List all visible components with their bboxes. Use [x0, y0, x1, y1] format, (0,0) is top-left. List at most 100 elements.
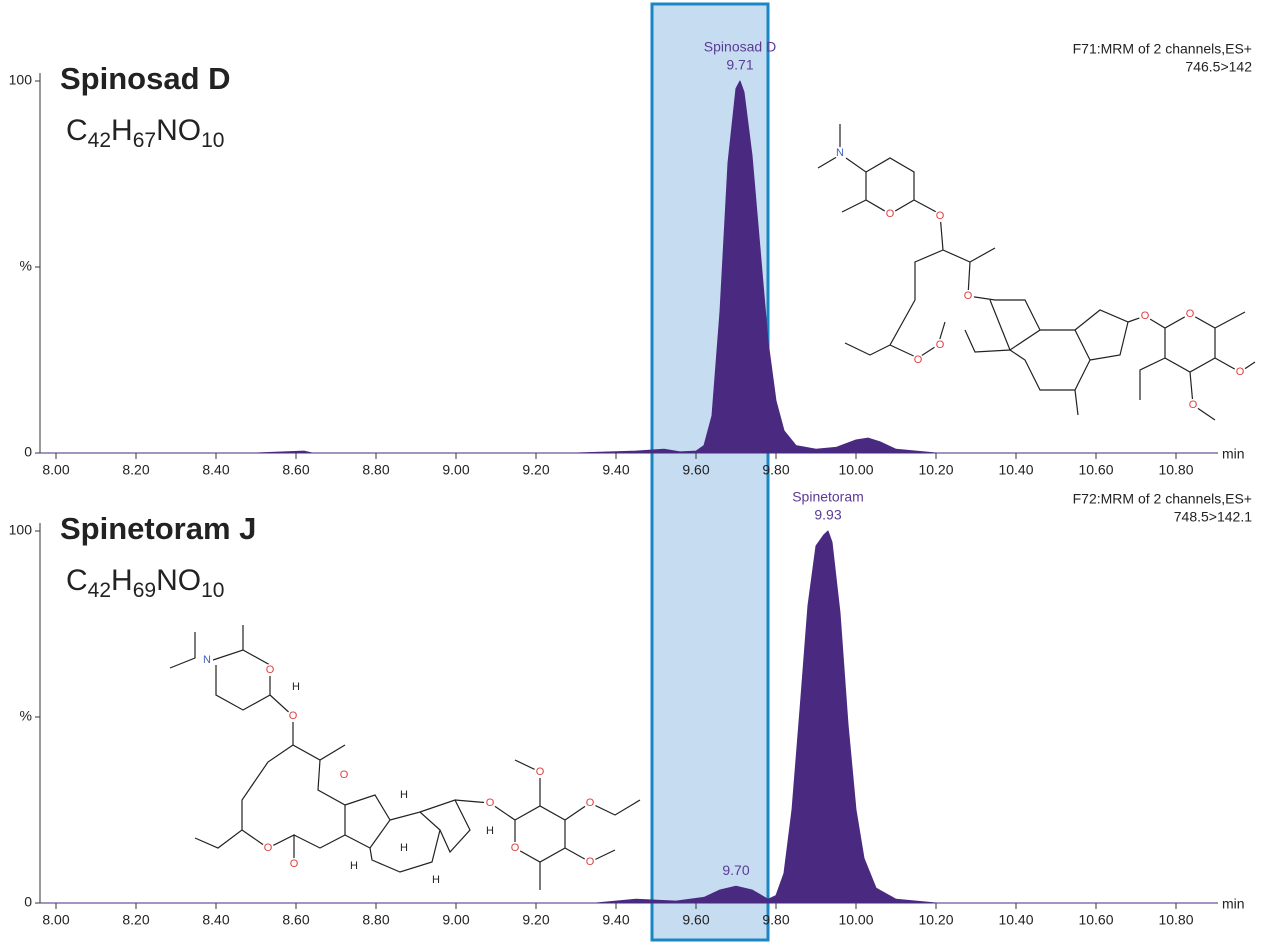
formula-part: C — [66, 564, 88, 597]
peak-rt: 9.71 — [726, 57, 753, 73]
x-tick-label: 10.40 — [998, 462, 1033, 478]
chromatogram-trace — [39, 80, 1217, 454]
atom-label: O — [290, 858, 299, 870]
atom-label: O — [936, 339, 945, 351]
atom-label: H — [432, 874, 440, 886]
atom-label: H — [292, 681, 300, 693]
atom-label: O — [1186, 308, 1195, 320]
x-tick-label: 10.60 — [1078, 912, 1113, 928]
atom-background — [484, 825, 496, 837]
structure-drawings — [169, 124, 1256, 890]
bond — [1074, 389, 1079, 416]
formula-subscript: 10 — [201, 129, 224, 152]
atom-background — [484, 797, 496, 809]
formula-part: NO — [156, 114, 201, 147]
bond — [212, 649, 271, 711]
formula: C42H69NO10 — [66, 564, 224, 602]
x-tick-label: 10.20 — [918, 462, 953, 478]
atom-background — [584, 797, 596, 809]
atom-background — [584, 856, 596, 868]
atom-background — [834, 147, 846, 159]
atom-background — [1187, 399, 1199, 411]
atom-label: H — [486, 825, 494, 837]
atom-label: H — [400, 842, 408, 854]
atom-background — [1234, 366, 1246, 378]
atom-background — [201, 654, 213, 666]
formula-subscript: 10 — [201, 579, 224, 602]
x-tick-label: 9.60 — [682, 912, 709, 928]
x-tick-label: 8.20 — [122, 912, 149, 928]
atom-background — [398, 789, 410, 801]
atom-background — [912, 354, 924, 366]
compound-name: Spinosad D — [60, 61, 231, 96]
formula-part: H — [111, 114, 133, 147]
x-tick-label: 10.80 — [1158, 462, 1193, 478]
x-tick-label: 8.40 — [202, 912, 229, 928]
bond — [889, 321, 946, 359]
formula-part: NO — [156, 564, 201, 597]
x-tick-label: 9.60 — [682, 462, 709, 478]
bond — [344, 794, 391, 849]
atom-background — [1184, 308, 1196, 320]
atom-background — [1139, 310, 1151, 322]
x-tick-label: 8.00 — [42, 912, 69, 928]
x-tick-label: 9.40 — [602, 912, 629, 928]
atom-background — [962, 290, 974, 302]
bond — [1127, 313, 1216, 373]
x-tick-label: 9.20 — [522, 912, 549, 928]
x-tick-label: 8.60 — [282, 462, 309, 478]
atom-background — [348, 860, 360, 872]
bond — [845, 157, 915, 215]
atom-background — [338, 769, 350, 781]
method: F72:MRM of 2 channels,ES+ — [1073, 491, 1252, 507]
bond — [844, 249, 944, 356]
formula-subscript: 42 — [88, 579, 111, 602]
x-tick-label: 10.20 — [918, 912, 953, 928]
x-axis-label: min — [1222, 896, 1245, 912]
bond — [269, 694, 346, 761]
atom-label: O — [1141, 310, 1150, 322]
transition: 746.5>142 — [1185, 59, 1252, 75]
atom-label: H — [400, 789, 408, 801]
x-axis-label: min — [1222, 446, 1245, 462]
atom-background — [509, 842, 521, 854]
method: F71:MRM of 2 channels,ES+ — [1073, 41, 1252, 57]
x-tick-label: 8.80 — [362, 462, 389, 478]
bond — [1214, 311, 1246, 329]
formula-part: H — [111, 564, 133, 597]
atom-label: O — [266, 664, 275, 676]
atom-background — [290, 681, 302, 693]
atom-background — [288, 858, 300, 870]
x-tick-label: 8.20 — [122, 462, 149, 478]
atom-label: H — [350, 860, 358, 872]
atom-label: O — [264, 842, 273, 854]
atom-label: O — [586, 797, 595, 809]
x-tick-label: 8.00 — [42, 462, 69, 478]
atom-background — [287, 710, 299, 722]
atom-label: O — [1189, 399, 1198, 411]
atom-label: O — [536, 766, 545, 778]
formula-subscript: 69 — [133, 579, 156, 602]
atom-background — [934, 339, 946, 351]
x-tick-label: 10.00 — [838, 912, 873, 928]
x-tick-label: 8.80 — [362, 912, 389, 928]
atom-background — [884, 208, 896, 220]
bond — [1139, 357, 1166, 400]
atom-label: O — [586, 856, 595, 868]
bond — [419, 799, 471, 854]
atom-background — [398, 842, 410, 854]
atom-background — [264, 664, 276, 676]
bond — [1009, 329, 1091, 391]
atom-label: N — [836, 147, 844, 159]
y-tick-label: 100 — [9, 522, 33, 538]
peak-rt: 9.70 — [722, 862, 749, 878]
x-tick-label: 8.60 — [282, 912, 309, 928]
bond — [293, 759, 346, 849]
y-tick-label: 0 — [24, 894, 32, 910]
x-tick-label: 9.00 — [442, 462, 469, 478]
bond — [841, 199, 867, 213]
atom-label: O — [486, 797, 495, 809]
peak-name: Spinosad D — [704, 39, 776, 55]
bond — [964, 329, 1011, 353]
